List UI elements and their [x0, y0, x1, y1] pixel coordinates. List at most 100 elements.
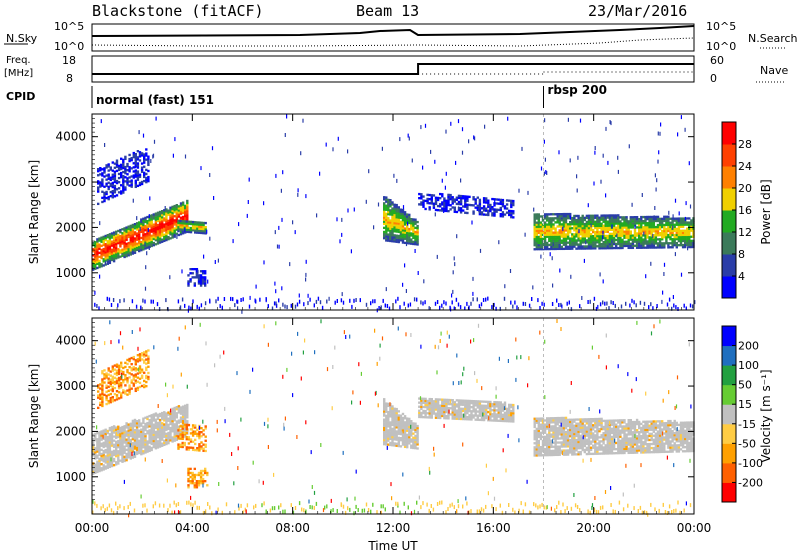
echo-cell [552, 213, 555, 216]
echo-cell [644, 232, 647, 235]
echo-cell [391, 435, 394, 439]
echo-cell [177, 223, 180, 227]
echo-cell [107, 373, 110, 376]
echo-cell [485, 406, 488, 410]
echo-cell [491, 409, 494, 412]
echo-cell [602, 216, 605, 219]
echo-cell [142, 242, 145, 245]
echo-cell [399, 305, 401, 310]
echo-cell [566, 225, 570, 228]
echo-cell [457, 401, 461, 404]
echo-cell [602, 300, 604, 305]
echo-cell [577, 216, 580, 220]
echo-cell [152, 445, 155, 449]
echo-cell [150, 438, 153, 441]
echo-cell [690, 227, 693, 230]
echo-cell [573, 243, 576, 246]
echo-cell [539, 235, 543, 239]
echo-cell [602, 235, 604, 240]
echo-cell [98, 445, 101, 448]
echo-cell [424, 399, 427, 403]
echo-cell [558, 221, 561, 224]
echo-cell [193, 484, 196, 487]
echo-cell [436, 414, 440, 417]
echo-cell [174, 137, 176, 142]
echo-cell [146, 444, 149, 447]
echo-cell [127, 423, 130, 426]
echo-cell [612, 240, 616, 244]
echo-cell [397, 236, 400, 240]
echo-cell [149, 196, 151, 201]
echo-cell [541, 243, 545, 247]
echo-cell [648, 217, 651, 221]
echo-cell [397, 436, 400, 440]
echo-cell [654, 240, 658, 243]
echo-cell [403, 433, 407, 436]
echo-cell [391, 415, 394, 418]
echo-cell [611, 239, 613, 244]
echo-cell [631, 242, 635, 245]
echo-cell [154, 443, 158, 446]
echo-cell [387, 213, 390, 216]
echo-cell [108, 461, 112, 464]
echo-cell [686, 241, 689, 245]
echo-cell [577, 243, 580, 246]
echo-cell [165, 426, 168, 429]
echo-cell [94, 432, 97, 436]
echo-cell [152, 425, 155, 428]
echo-cell [395, 434, 398, 437]
echo-cell [204, 230, 207, 233]
echo-cell [387, 221, 390, 224]
echo-cell [564, 229, 568, 232]
echo-cell [629, 232, 632, 235]
echo-cell [110, 244, 114, 247]
echo-cell [99, 181, 102, 184]
echo-cell [138, 173, 142, 176]
echo-cell [478, 208, 482, 212]
echo-cell [98, 237, 101, 240]
echo-cell [167, 417, 170, 420]
echo-cell [410, 234, 413, 237]
echo-cell [209, 173, 211, 177]
echo-cell [134, 359, 137, 362]
echo-cell [470, 399, 473, 403]
echo-cell [140, 218, 143, 221]
echo-cell [117, 456, 120, 459]
echo-cell [121, 242, 124, 245]
echo-cell [123, 229, 126, 232]
echo-cell [181, 407, 185, 410]
echo-cell [508, 209, 511, 213]
echo-cell [158, 439, 162, 442]
echo-cell [189, 480, 192, 483]
echo-cell [503, 419, 507, 423]
echo-cell [608, 216, 612, 219]
echo-cell [189, 278, 192, 281]
echo-cell [418, 401, 421, 404]
echo-cell [184, 421, 187, 424]
echo-cell [383, 404, 386, 407]
echo-cell [642, 238, 645, 241]
echo-cell [453, 206, 456, 209]
echo-cell [185, 220, 188, 223]
echo-cell [443, 402, 446, 406]
echo-cell [455, 415, 459, 418]
echo-cell [612, 232, 616, 236]
echo-cell [145, 358, 148, 361]
echo-cell [645, 274, 647, 279]
echo-cell [499, 215, 502, 218]
echo-cell [148, 433, 151, 436]
echo-cell [414, 436, 417, 440]
echo-cell [123, 227, 126, 230]
echo-cell [491, 208, 494, 211]
echo-cell [650, 240, 653, 243]
echo-cell [112, 249, 116, 253]
echo-cell [439, 414, 442, 418]
echo-cell [146, 450, 149, 453]
echo-cell [125, 246, 128, 250]
echo-cell [389, 425, 392, 428]
echo-cell [144, 226, 147, 230]
echo-cell [275, 303, 278, 308]
echo-cell [679, 241, 683, 245]
echo-cell [508, 416, 511, 419]
echo-cell [115, 194, 119, 197]
